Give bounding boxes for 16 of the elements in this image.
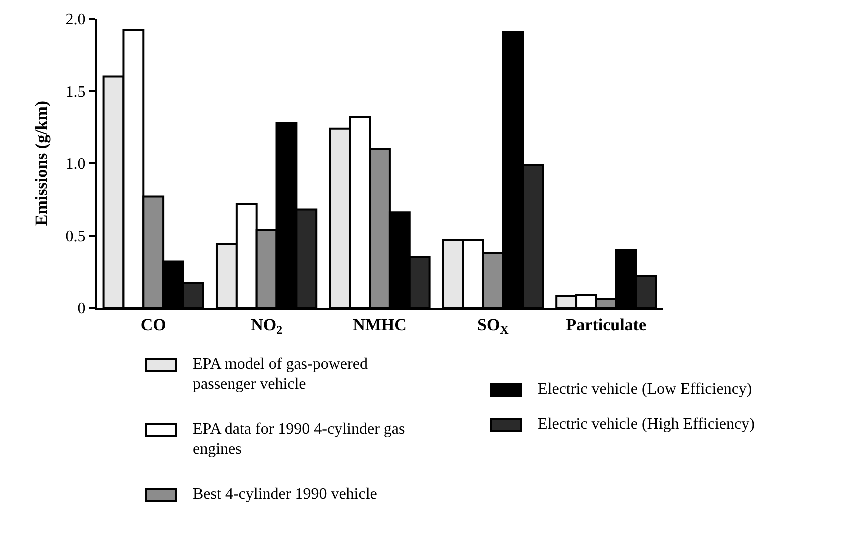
x-tick-label: CO: [140, 315, 166, 334]
legend-label: Electric vehicle (Low Efficiency): [538, 380, 752, 400]
y-axis-title: Emissions (g/km): [32, 100, 51, 226]
legend-label: EPA model of gas-powered passenger vehicle: [193, 355, 369, 395]
y-tick-label: 1.0: [66, 156, 86, 174]
x-tick-label: SO$_{X}$: [478, 315, 510, 337]
legend-label: Electric vehicle (High Efficiency): [538, 415, 755, 435]
legend-label: Best 4-cylinder 1990 vehicle: [193, 485, 378, 505]
x-tick-label: NO$_{2}$: [251, 315, 283, 337]
y-tick-label: 0: [78, 300, 86, 318]
y-tick-label: 1.5: [66, 84, 86, 101]
legend-label: EPA data for 1990 4-cylinder gas engines: [193, 420, 406, 460]
y-tick-label: 0.5: [66, 228, 86, 246]
x-tick-label: Particulate: [566, 315, 647, 334]
y-tick-label: 2.0: [66, 12, 86, 29]
x-tick-label: NMHC: [353, 315, 407, 334]
